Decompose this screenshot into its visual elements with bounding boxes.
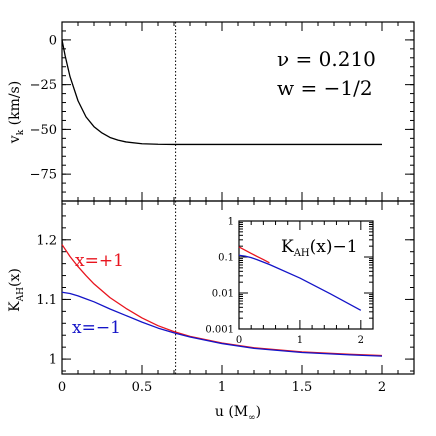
inset-series-line-1 <box>238 254 362 311</box>
bottom-ytick-label: 1.2 <box>36 233 57 248</box>
top-ytick-label: −25 <box>30 78 57 93</box>
top-series-line-0 <box>61 39 382 146</box>
legend-x-minus-1: x=−1 <box>72 318 121 338</box>
inset-xtick-label: 2 <box>358 335 364 346</box>
inset-ytick-label: 0.01 <box>212 289 234 300</box>
bottom-series-line-1 <box>61 291 383 357</box>
inset-frame <box>238 220 374 330</box>
bottom-xtick-label: 1 <box>218 380 226 395</box>
inset-xtick-label: 0 <box>236 335 242 346</box>
bottom-ytick-label: 1.1 <box>36 293 57 308</box>
inset-title: KAH(x)−1 <box>281 237 358 259</box>
bottom-panel: 1 1.1 1.2 0 0.5 1 1.5 2 <box>36 201 415 395</box>
w-annotation: w = −1/2 <box>277 76 373 100</box>
nu-annotation: ν = 0.210 <box>277 47 376 71</box>
top-ytick-label: −50 <box>30 123 57 138</box>
bottom-xtick-label: 1.5 <box>292 380 313 395</box>
inset-series-line-0 <box>238 246 270 264</box>
bottom-xtick-label: 2 <box>378 380 386 395</box>
top-ytick-label: 0 <box>49 33 57 48</box>
top-ytick-label: −75 <box>30 168 57 183</box>
bottom-xtick-label: 0 <box>58 380 66 395</box>
bottom-ylabel: KAH(x) <box>7 268 26 312</box>
legend-x-plus-1: x=+1 <box>75 251 124 271</box>
bottom-ytick-label: 1 <box>49 353 57 368</box>
top-panel: 0 −25 −50 −75 <box>30 21 415 202</box>
bottom-xtick-label: 0.5 <box>132 380 153 395</box>
inset-ytick-label: 0.001 <box>205 325 234 336</box>
inset-xtick-label: 1 <box>297 335 303 346</box>
inset-ytick-label: 1 <box>228 217 234 228</box>
inset-ytick-label: 0.1 <box>218 253 234 264</box>
x-axis-label: u (M∞) <box>215 404 261 423</box>
top-ylabel: vk (km/s) <box>7 81 26 144</box>
